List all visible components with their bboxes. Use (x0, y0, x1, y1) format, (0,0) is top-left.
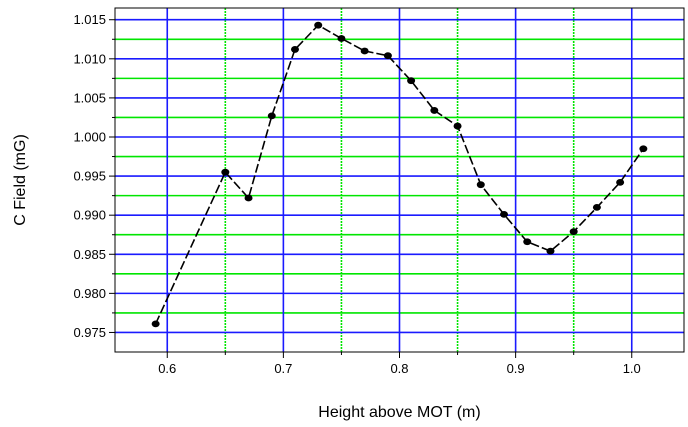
y-tick-label: 0.975 (73, 325, 106, 340)
data-point (267, 112, 276, 120)
y-tick-label: 0.985 (73, 247, 106, 262)
data-point (523, 238, 532, 246)
data-point (546, 247, 555, 255)
y-tick-label: 1.000 (73, 130, 106, 145)
y-tick-label: 1.005 (73, 90, 106, 105)
data-point (500, 211, 509, 218)
y-axis-title: C Field (mG) (12, 134, 29, 226)
y-tick-labels: 0.975 0.980 0.985 0.990 0.995 1.000 1.005 1.010… (73, 12, 106, 340)
y-tick-label: 1.015 (73, 12, 106, 27)
x-tick-label: 0.8 (390, 361, 408, 376)
data-point (592, 203, 601, 211)
y-tick-label: 1.010 (73, 51, 106, 66)
data-point (453, 122, 462, 130)
data-point (569, 228, 578, 236)
data-point (616, 178, 625, 186)
data-point (407, 77, 416, 85)
x-axis-title: Height above MOT (m) (318, 404, 480, 421)
data-point (290, 46, 299, 53)
major-grid (115, 8, 684, 352)
x-tick-label: 0.9 (507, 361, 525, 376)
data-point (244, 194, 253, 202)
series-layer (151, 21, 648, 328)
data-point (639, 145, 648, 153)
series-line (154, 24, 645, 325)
x-tick-label: 0.7 (274, 361, 292, 376)
data-point (337, 35, 346, 42)
data-point (383, 52, 392, 60)
data-point (314, 21, 323, 29)
axis-ticks (109, 19, 633, 358)
x-tick-labels: 0.6 0.7 0.8 0.9 1.0 (158, 361, 641, 376)
data-point (476, 181, 485, 189)
y-tick-label: 0.995 (73, 169, 106, 184)
data-point (221, 168, 230, 176)
y-tick-label: 0.980 (73, 286, 106, 301)
y-tick-label: 0.990 (73, 208, 106, 223)
data-point (360, 47, 369, 55)
x-tick-label: 1.0 (623, 361, 641, 376)
data-point (151, 320, 160, 328)
x-tick-label: 0.6 (158, 361, 176, 376)
data-point (430, 107, 439, 114)
